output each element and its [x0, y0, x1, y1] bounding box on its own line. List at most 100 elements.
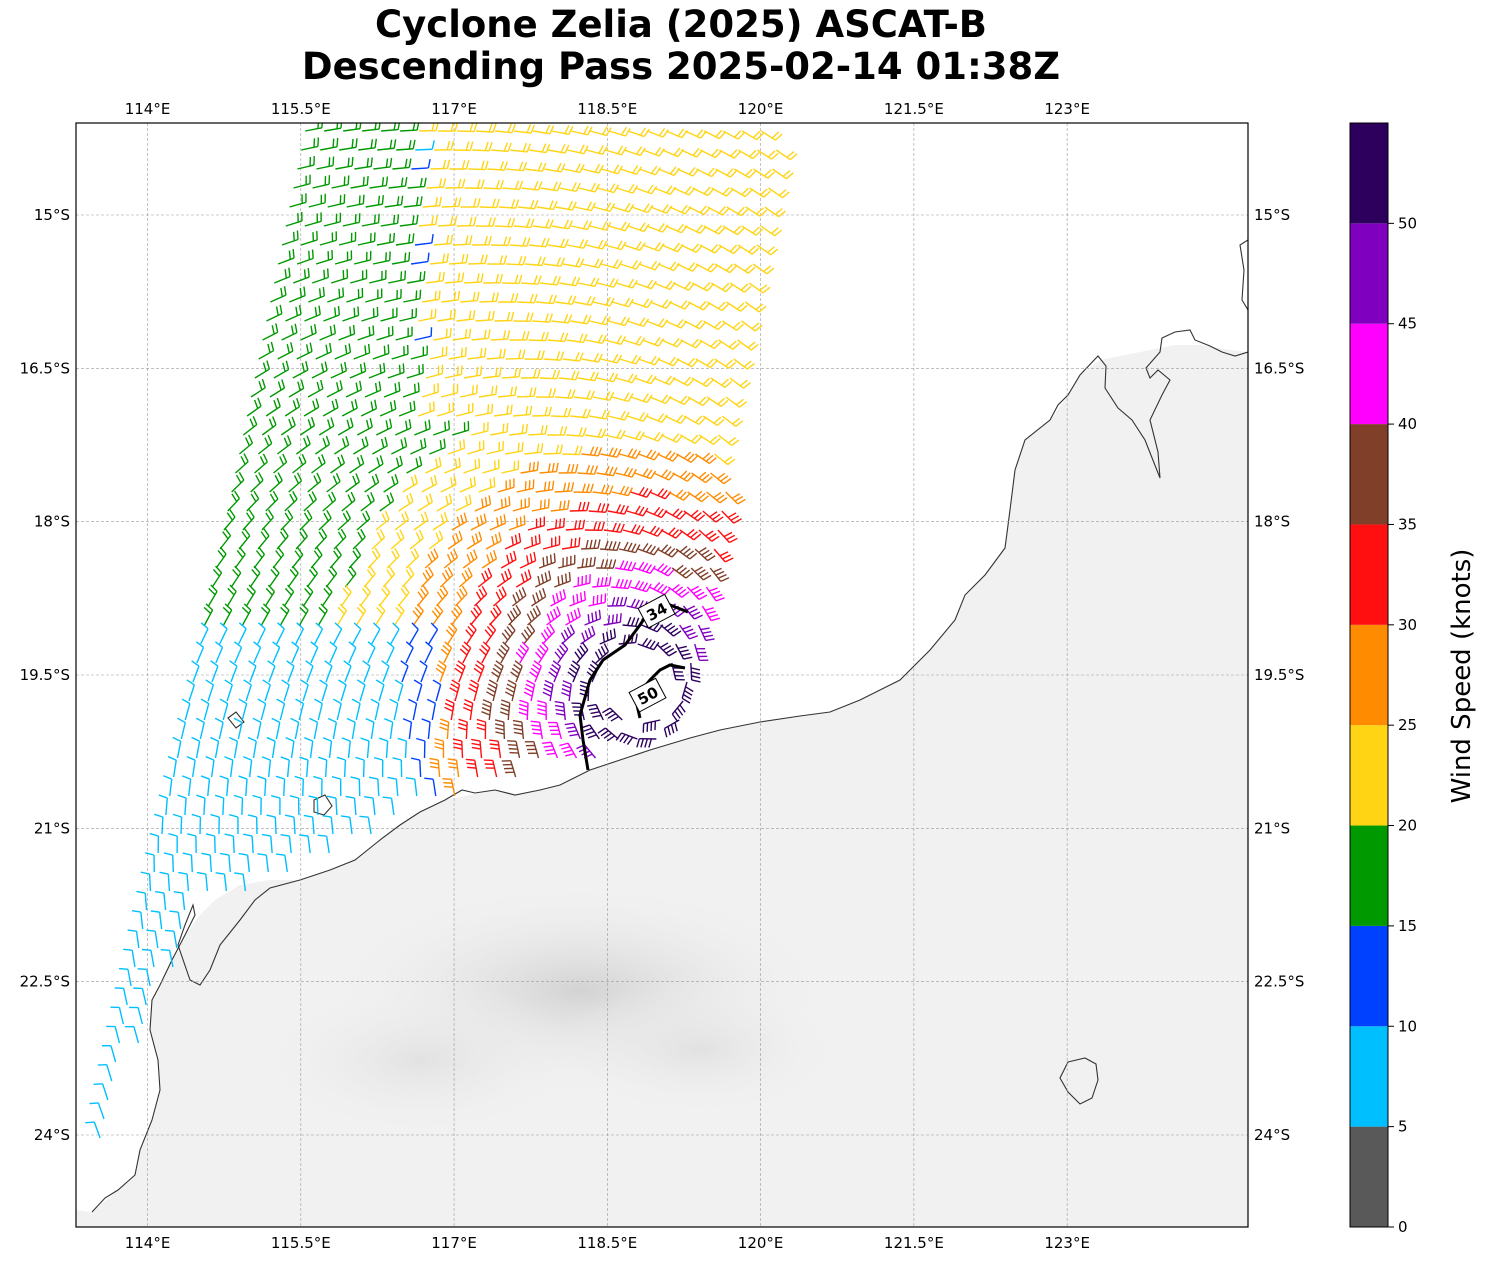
- wind-barb: [136, 890, 148, 911]
- wind-barb: [676, 262, 699, 272]
- wind-barb: [375, 510, 390, 531]
- wind-barb: [637, 637, 660, 651]
- wind-barb: [272, 641, 281, 664]
- wind-barb: [554, 700, 566, 721]
- wind-barb: [341, 399, 358, 417]
- wind-barb: [150, 910, 163, 930]
- lon-tick-label-bottom: 120°E: [738, 1234, 784, 1252]
- wind-barb: [528, 237, 550, 248]
- wind-barb: [506, 255, 527, 266]
- wind-barb: [699, 339, 722, 350]
- wind-barb: [246, 397, 262, 417]
- wind-barb: [299, 756, 309, 778]
- colorbar-tick-label: 50: [1398, 214, 1417, 232]
- wind-barb: [528, 331, 549, 342]
- wind-barb: [238, 434, 254, 455]
- wind-barb: [664, 508, 687, 520]
- wind-barb: [680, 243, 703, 253]
- wind-barb: [638, 355, 661, 366]
- wind-barb: [737, 149, 760, 160]
- wind-barb: [486, 679, 498, 702]
- chart-title: Cyclone Zelia (2025) ASCAT-B Descending …: [0, 4, 1362, 88]
- wind-barb: [304, 212, 322, 227]
- wind-barb: [392, 757, 403, 778]
- wind-barb: [406, 456, 423, 474]
- wind-barb: [149, 832, 160, 854]
- wind-barb: [721, 415, 744, 427]
- wind-barb: [493, 496, 511, 512]
- wind-barb: [415, 140, 435, 151]
- wind-barb: [547, 332, 569, 343]
- lat-tick-label-right: 18°S: [1254, 513, 1290, 531]
- wind-barb: [733, 358, 755, 370]
- wind-barb: [508, 515, 526, 531]
- wind-barb: [348, 547, 362, 569]
- wind-barb: [290, 717, 300, 740]
- wind-barb: [280, 833, 292, 854]
- wind-barb: [497, 386, 518, 398]
- wind-barb: [397, 737, 407, 759]
- wind-barb: [129, 1006, 144, 1025]
- wind-barb: [303, 491, 317, 512]
- wind-barb: [338, 231, 357, 246]
- wind-barb: [752, 263, 775, 275]
- wind-barb: [483, 759, 498, 778]
- wind-barb: [310, 641, 319, 664]
- wind-barb: [140, 871, 152, 892]
- wind-barb: [408, 698, 418, 721]
- colorbar-title: Wind Speed (knots): [1447, 549, 1477, 804]
- wind-barb: [540, 275, 562, 286]
- wind-barb: [684, 319, 707, 330]
- wind-barb: [475, 217, 496, 227]
- wind-barb: [314, 622, 324, 645]
- lon-labels-bottom: 114°E 115.5°E 117°E 118.5°E 120°E 121.5°E 123°…: [125, 1234, 1090, 1252]
- wind-barb: [285, 736, 295, 759]
- wind-barb: [524, 740, 540, 759]
- wind-barb: [756, 149, 779, 160]
- wind-barb: [607, 596, 628, 607]
- wind-barb: [554, 389, 576, 399]
- wind-barb: [573, 483, 594, 494]
- wind-barb: [349, 362, 367, 379]
- wind-barb: [421, 475, 438, 493]
- wind-barb: [520, 461, 539, 474]
- wind-barb: [261, 509, 274, 531]
- colorbar-frame: [1349, 122, 1389, 1228]
- wind-barb: [452, 738, 464, 759]
- wind-barb: [753, 168, 775, 179]
- wind-barb: [287, 565, 299, 588]
- wind-barb: [322, 737, 333, 759]
- wind-barb: [489, 514, 507, 531]
- wind-barb: [242, 509, 255, 531]
- wind-barb: [296, 249, 314, 265]
- wind-barb: [483, 179, 504, 190]
- wind-barb: [289, 286, 306, 303]
- wind-barb: [285, 305, 302, 322]
- wind-barb: [560, 624, 576, 645]
- wind-barb: [464, 273, 484, 284]
- wind-barb: [252, 794, 262, 816]
- wind-barb: [741, 225, 764, 236]
- wind-barb: [195, 717, 205, 740]
- wind-barb: [195, 641, 205, 664]
- wind-barb: [619, 354, 642, 365]
- wind-barb: [425, 456, 442, 474]
- wind-barb: [726, 206, 749, 217]
- wind-barb: [699, 148, 722, 159]
- wind-barb: [607, 410, 630, 421]
- wind-barb: [675, 643, 693, 660]
- wind-barb: [599, 540, 621, 552]
- island-bedout: [1059, 1057, 1099, 1105]
- wind-barb: [394, 419, 412, 436]
- wind-barb: [346, 194, 365, 208]
- wind-barb: [200, 775, 211, 797]
- wind-barb: [631, 298, 654, 309]
- wind-barb: [276, 698, 286, 721]
- wind-barb: [584, 521, 606, 532]
- wind-barb: [247, 814, 258, 835]
- wind-barb: [350, 176, 369, 189]
- wind-barb: [266, 736, 276, 759]
- wind-barb: [372, 436, 388, 455]
- wind-barb: [695, 263, 718, 273]
- wind-barb: [449, 160, 470, 170]
